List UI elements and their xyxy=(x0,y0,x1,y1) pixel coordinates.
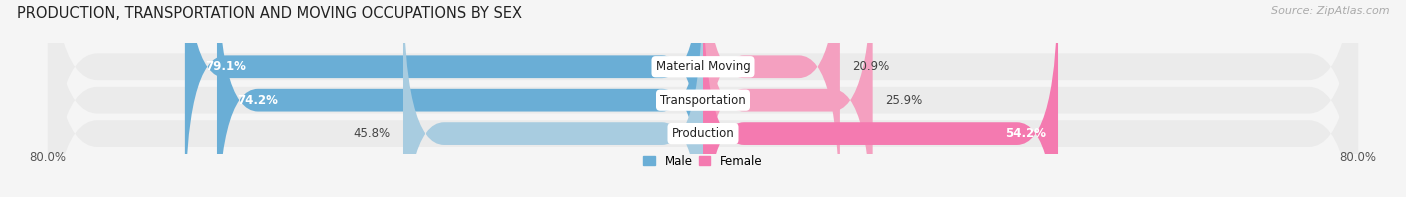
FancyBboxPatch shape xyxy=(48,0,1358,197)
Text: Material Moving: Material Moving xyxy=(655,60,751,73)
Text: 80.0%: 80.0% xyxy=(1340,151,1376,164)
Text: 45.8%: 45.8% xyxy=(353,127,391,140)
Text: 54.2%: 54.2% xyxy=(1005,127,1046,140)
Text: Source: ZipAtlas.com: Source: ZipAtlas.com xyxy=(1271,6,1389,16)
FancyBboxPatch shape xyxy=(48,0,1358,197)
FancyBboxPatch shape xyxy=(703,0,839,197)
FancyBboxPatch shape xyxy=(703,0,873,197)
FancyBboxPatch shape xyxy=(404,0,703,197)
Text: 80.0%: 80.0% xyxy=(30,151,66,164)
FancyBboxPatch shape xyxy=(217,0,703,197)
Text: Production: Production xyxy=(672,127,734,140)
Text: 74.2%: 74.2% xyxy=(238,94,278,107)
Text: 25.9%: 25.9% xyxy=(884,94,922,107)
Text: 79.1%: 79.1% xyxy=(205,60,246,73)
Text: Transportation: Transportation xyxy=(661,94,745,107)
FancyBboxPatch shape xyxy=(703,0,1059,197)
Text: 20.9%: 20.9% xyxy=(852,60,890,73)
FancyBboxPatch shape xyxy=(184,0,703,197)
Text: PRODUCTION, TRANSPORTATION AND MOVING OCCUPATIONS BY SEX: PRODUCTION, TRANSPORTATION AND MOVING OC… xyxy=(17,6,522,21)
Legend: Male, Female: Male, Female xyxy=(644,155,762,168)
FancyBboxPatch shape xyxy=(48,0,1358,197)
